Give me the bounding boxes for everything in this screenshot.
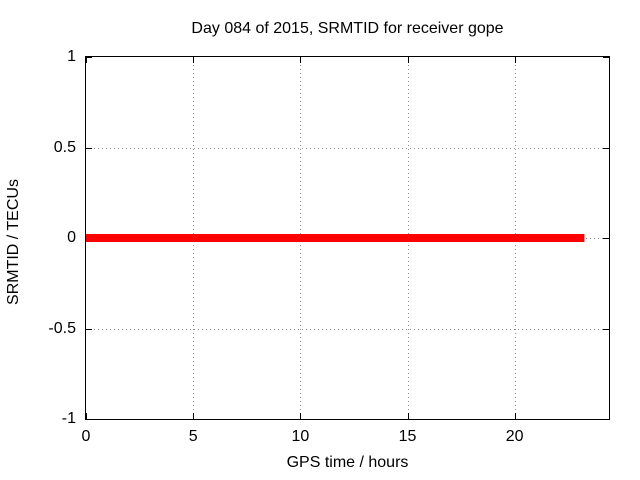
x-tick-mark	[514, 57, 516, 63]
y-tick-mark	[603, 238, 609, 239]
y-tick-mark	[86, 57, 92, 58]
x-tick-mark	[193, 413, 195, 419]
y-tick-mark	[603, 328, 609, 330]
x-tick-mark	[407, 413, 409, 419]
y-tick-label: 0.5	[53, 138, 76, 156]
y-tick-label: 0	[67, 229, 76, 246]
y-tick-mark	[86, 147, 92, 149]
x-tick-mark	[193, 57, 195, 63]
x-tick-mark	[407, 57, 409, 63]
y-tick-mark	[86, 419, 92, 420]
y-tick-mark	[603, 57, 609, 58]
x-tick-mark	[514, 413, 516, 419]
x-tick-label: 15	[398, 428, 417, 445]
chart-title: Day 084 of 2015, SRMTID for receiver gop…	[191, 20, 504, 37]
y-gridline	[86, 328, 609, 330]
plot-area	[85, 56, 610, 420]
x-tick-label: 5	[188, 428, 198, 445]
x-tick-label: 20	[505, 428, 524, 445]
x-tick-mark	[300, 413, 302, 419]
x-tick-mark	[300, 57, 302, 63]
y-tick-label: 1	[67, 48, 76, 65]
y-tick-mark	[603, 147, 609, 149]
y-tick-mark	[603, 419, 609, 420]
y-tick-label: -1	[61, 410, 76, 427]
y-tick-label: -0.5	[48, 319, 76, 337]
x-tick-mark	[86, 413, 87, 419]
x-axis-label: GPS time / hours	[286, 454, 409, 471]
y-gridline	[86, 147, 609, 149]
x-tick-label: 10	[291, 428, 310, 445]
data-series-layer	[86, 234, 585, 242]
y-tick-mark	[86, 328, 92, 330]
x-tick-mark	[86, 57, 87, 63]
x-tick-label: 0	[81, 428, 91, 445]
